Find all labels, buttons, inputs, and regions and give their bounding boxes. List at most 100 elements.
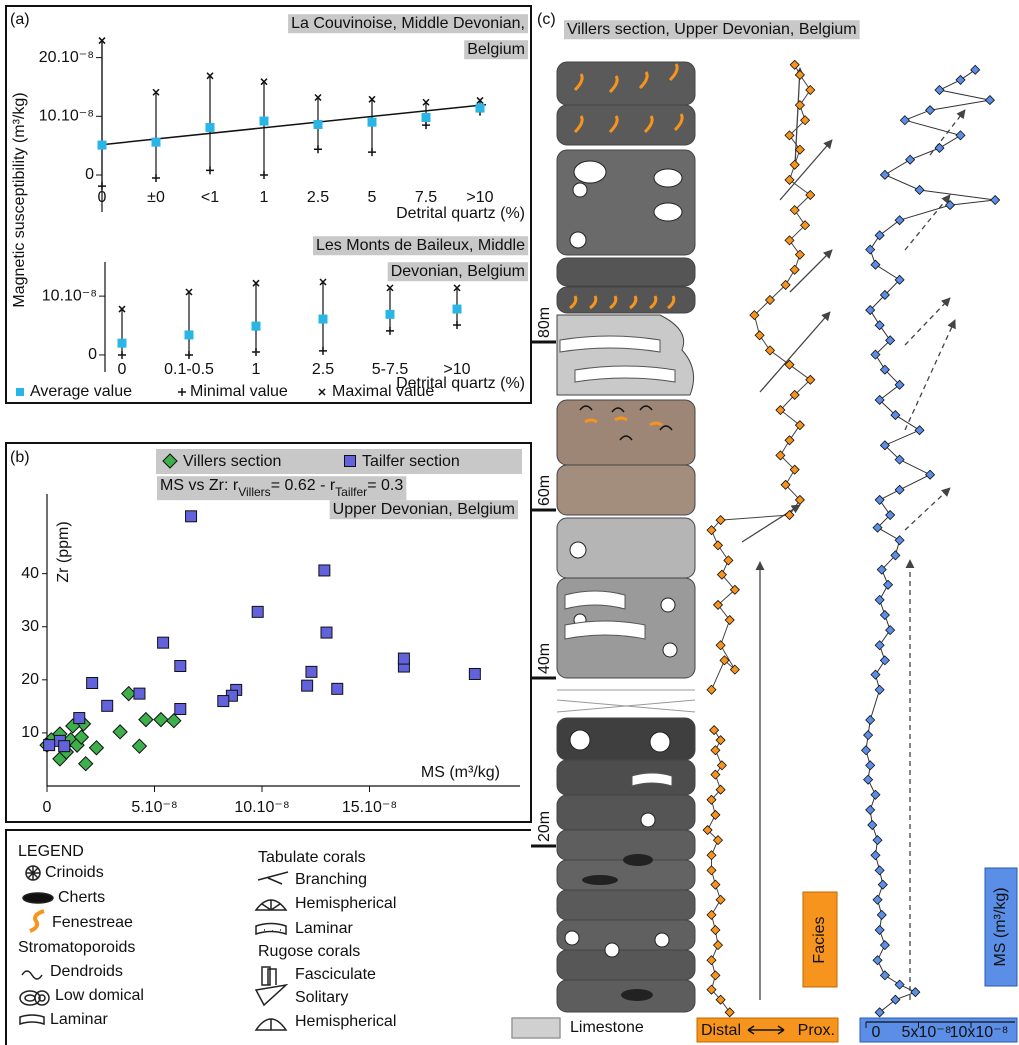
legend-label: Maximal value	[332, 383, 434, 400]
legend-entry: Fasciculate	[295, 966, 376, 983]
axis-end-label: Distal	[701, 1022, 741, 1039]
marker-square	[318, 314, 328, 324]
marker-square	[331, 682, 344, 695]
marker-square	[305, 665, 318, 678]
facies-axis-arrow	[747, 1025, 785, 1035]
marker-diamond	[800, 115, 811, 126]
marker-diamond	[710, 809, 721, 820]
marker-cross	[453, 284, 461, 292]
marker-diamond	[794, 494, 805, 505]
x-tick-label: 15.10⁻⁸	[342, 799, 397, 816]
marker-square	[318, 564, 331, 577]
marker-square	[86, 677, 99, 690]
marker-diamond	[914, 425, 925, 436]
y-tick-label: 10.10⁻⁸	[39, 108, 94, 125]
marker-plus	[260, 171, 268, 180]
marker-diamond	[712, 599, 724, 610]
marker-diamond	[719, 655, 730, 666]
x-tick-label: 0	[43, 799, 52, 816]
marker-diamond	[894, 454, 905, 465]
x-tick-label: 10.10⁻⁸	[234, 799, 289, 816]
marker-diamond	[867, 819, 878, 831]
annotation-part: Tailfer	[335, 485, 367, 499]
marker-diamond	[879, 364, 890, 375]
marker-square	[16, 388, 24, 396]
marker-diamond	[706, 850, 717, 861]
marker-diamond	[789, 464, 800, 475]
marker-diamond	[955, 74, 966, 85]
marker-diamond	[865, 714, 876, 726]
series-label: MS (m³/kg)	[992, 887, 1009, 966]
marker-square	[251, 321, 261, 331]
marker-plus	[422, 121, 430, 130]
marker-diamond	[712, 540, 724, 551]
marker-diamond	[138, 711, 154, 728]
marker-diamond	[924, 469, 936, 480]
y-tick-label: 30	[21, 618, 39, 635]
marker-diamond	[894, 379, 905, 390]
marker-plus	[314, 145, 322, 154]
marker-diamond	[153, 711, 169, 728]
marker-square	[217, 695, 230, 708]
legend-entry: Limestone	[570, 1019, 644, 1036]
marker-diamond	[706, 955, 717, 966]
annotation-part: Villers	[238, 485, 270, 499]
marker-diamond	[729, 664, 740, 675]
marker-diamond	[789, 205, 800, 216]
marker-square	[174, 703, 187, 716]
marker-diamond	[706, 984, 717, 995]
marker-square	[73, 712, 86, 725]
marker-diamond	[789, 264, 800, 275]
marker-square	[157, 636, 170, 649]
marker-diamond	[874, 320, 885, 331]
marker-square	[101, 699, 114, 712]
profile-line	[865, 69, 996, 1013]
marker-diamond	[729, 584, 740, 595]
marker-diamond	[874, 1007, 885, 1018]
marker-diamond	[872, 894, 883, 905]
marker-diamond	[990, 194, 1001, 206]
marker-plus	[368, 148, 376, 157]
marker-diamond	[879, 609, 890, 621]
marker-square	[259, 116, 269, 126]
marker-diamond	[865, 804, 876, 815]
marker-diamond	[706, 865, 717, 876]
x-tick-label: 10x10⁻⁸	[950, 1024, 1009, 1041]
facies-label-box	[802, 891, 838, 988]
y-tick-label: 80m	[536, 307, 553, 338]
marker-diamond	[789, 59, 800, 70]
marker-diamond	[77, 755, 94, 772]
marker-diamond	[944, 200, 956, 211]
marker-diamond	[780, 279, 791, 290]
marker-diamond	[894, 215, 905, 226]
legend-entry: Laminar	[50, 1011, 108, 1028]
marker-square	[43, 739, 56, 752]
marker-diamond	[879, 440, 890, 451]
y-tick-label: 10	[21, 724, 39, 741]
y-axis-label: Magnetic susceptibility (m³/kg)	[11, 92, 28, 307]
marker-diamond	[764, 294, 776, 306]
trend-arrows-dashed	[904, 109, 966, 1000]
marker-diamond	[88, 740, 105, 756]
marker-square	[421, 112, 431, 122]
annotation-part: = 0.3	[367, 477, 403, 494]
y-tick-label: 40m	[536, 643, 553, 674]
marker-diamond	[890, 550, 901, 561]
x-tick-label: 7.5	[415, 189, 437, 206]
marker-diamond	[874, 394, 885, 406]
legend-entry: Cherts	[58, 889, 105, 906]
marker-diamond	[870, 789, 881, 800]
marker-square	[251, 605, 264, 618]
marker-cross	[206, 72, 214, 80]
label-background	[157, 476, 407, 501]
marker-cross	[152, 88, 160, 96]
label-background	[156, 449, 522, 474]
marker-diamond	[712, 940, 724, 951]
chart-title: Les Monts de Baileux, Middle	[316, 237, 525, 254]
label-background	[564, 20, 860, 40]
label-background	[464, 40, 528, 60]
y-tick-label: 0	[85, 166, 94, 183]
legend-entry: Tabulate corals	[258, 849, 366, 866]
marker-diamond	[865, 305, 876, 316]
annotation-part: = 0.62 - r	[271, 477, 336, 494]
